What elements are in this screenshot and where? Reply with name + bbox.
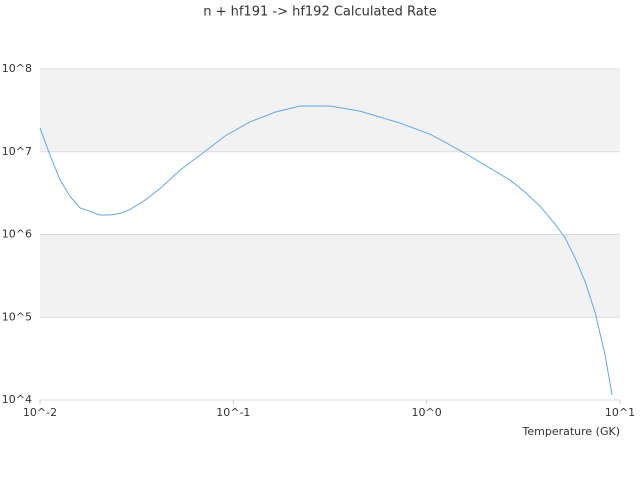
grid-band	[40, 69, 620, 152]
x-tick-label: 10^1	[605, 406, 635, 419]
y-tick-label: 10^5	[2, 310, 32, 323]
y-tick-label: 10^4	[2, 393, 32, 406]
y-tick-label: 10^6	[2, 228, 32, 241]
x-tick-label: 10^0	[412, 406, 442, 419]
chart-title: n + hf191 -> hf192 Calculated Rate	[203, 5, 437, 20]
y-tick-label: 10^8	[2, 62, 32, 75]
data-line	[39, 105, 613, 396]
grid-band	[40, 234, 620, 318]
x-tick-label: 10^-1	[216, 406, 250, 419]
x-tick-label: 10^-2	[23, 406, 57, 419]
y-tick-label: 10^7	[2, 145, 32, 158]
x-axis-label: Temperature (GK)	[522, 425, 621, 438]
